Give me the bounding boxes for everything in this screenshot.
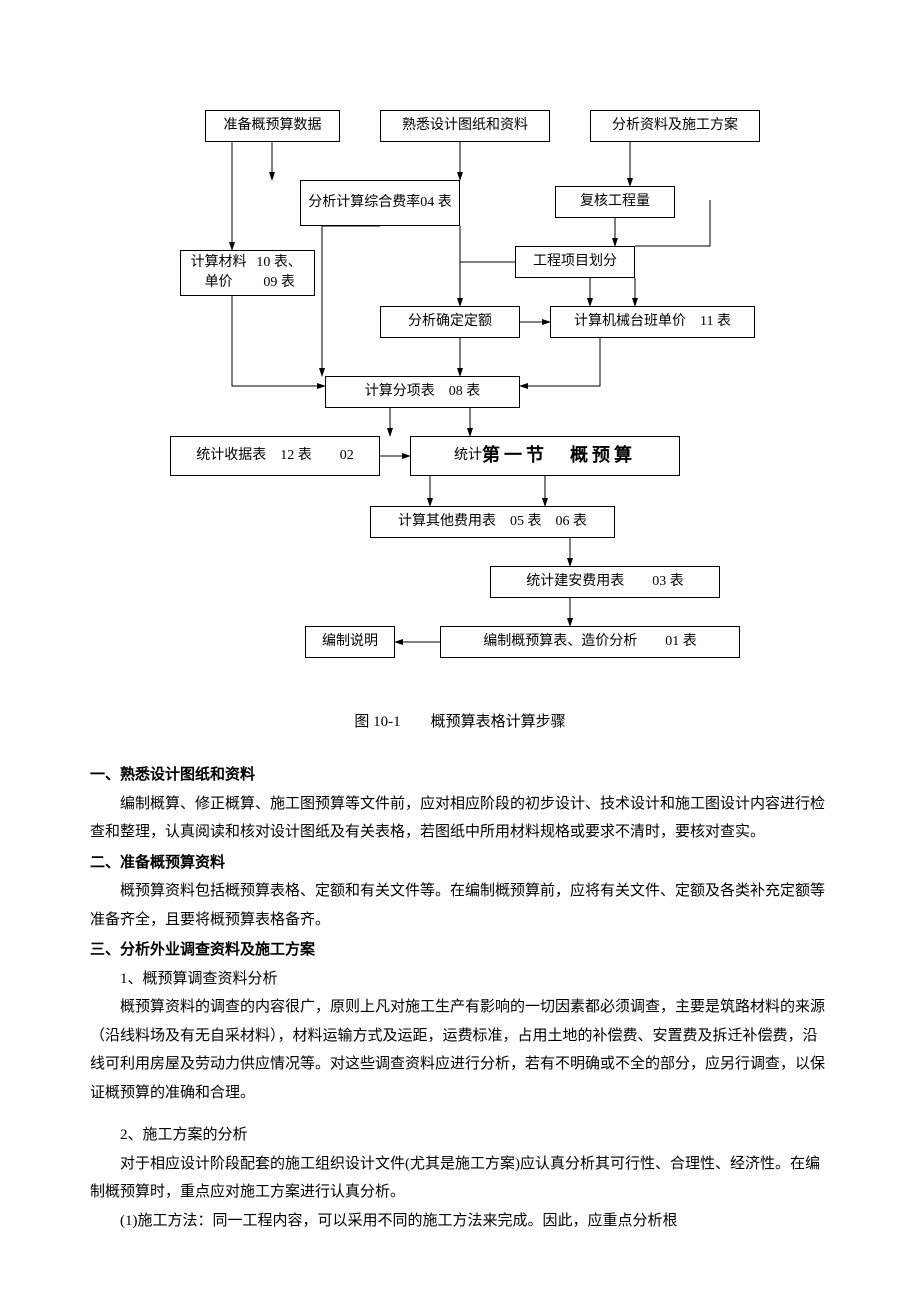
flowchart-node-n10: 计算分项表 08 表: [325, 376, 520, 408]
flowchart-node-n1: 准备概预算数据: [205, 110, 340, 142]
para-2: 概预算资料包括概预算表格、定额和有关文件等。在编制概预算前，应将有关文件、定额及…: [90, 877, 830, 934]
flowchart-node-n13: 计算其他费用表 05 表 06 表: [370, 506, 615, 538]
para-3: 概预算资料的调查的内容很广，原则上凡对施工生产有影响的一切因素都必须调查，主要是…: [90, 993, 830, 1107]
flowchart-node-n5: 复核工程量: [555, 186, 675, 218]
document-page: 准备概预算数据 熟悉设计图纸和资料 分析资料及施工方案分析计算综合费率04 表 复核工…: [0, 0, 920, 1295]
flowchart-node-n4: 分析计算综合费率04 表: [300, 180, 460, 226]
body-text: 一、熟悉设计图纸和资料 编制概算、修正概算、施工图预算等文件前，应对相应阶段的初…: [90, 761, 830, 1235]
subheading-1: 1、概预算调查资料分析: [90, 965, 830, 994]
flowchart-node-n7: 计算材料单价10 表、09 表: [180, 250, 315, 296]
heading-2: 二、准备概预算资料: [90, 849, 830, 878]
flowchart-node-n2: 熟悉设计图纸和资料: [380, 110, 550, 142]
para-1: 编制概算、修正概算、施工图预算等文件前，应对相应阶段的初步设计、技术设计和施工图…: [90, 790, 830, 847]
flowchart-node-n12: 统计第一节 概预算: [410, 436, 680, 476]
diagram-caption: 图 10-1 概预算表格计算步骤: [90, 710, 830, 731]
flowchart-node-n14: 统计建安费用表 03 表: [490, 566, 720, 598]
heading-1: 一、熟悉设计图纸和资料: [90, 761, 830, 790]
para-4: 对于相应设计阶段配套的施工组织设计文件(尤其是施工方案)应认真分析其可行性、合理…: [90, 1150, 830, 1207]
subheading-2: 2、施工方案的分析: [90, 1121, 830, 1150]
flowchart-node-n8: 分析确定定额: [380, 306, 520, 338]
flowchart-node-n11: 统计收据表 12 表 02: [170, 436, 380, 476]
flowchart-diagram: 准备概预算数据 熟悉设计图纸和资料 分析资料及施工方案分析计算综合费率04 表 复核工…: [90, 60, 830, 680]
flowchart-node-n6: 工程项目划分: [515, 246, 635, 278]
flowchart-node-n9: 计算机械台班单价 11 表: [550, 306, 755, 338]
flowchart-node-n16: 编制说明: [305, 626, 395, 658]
para-5: (1)施工方法：同一工程内容，可以采用不同的施工方法来完成。因此，应重点分析根: [90, 1207, 830, 1236]
flowchart-node-n3: 分析资料及施工方案: [590, 110, 760, 142]
flowchart-node-n15: 编制概预算表、造价分析 01 表: [440, 626, 740, 658]
heading-3: 三、分析外业调查资料及施工方案: [90, 936, 830, 965]
